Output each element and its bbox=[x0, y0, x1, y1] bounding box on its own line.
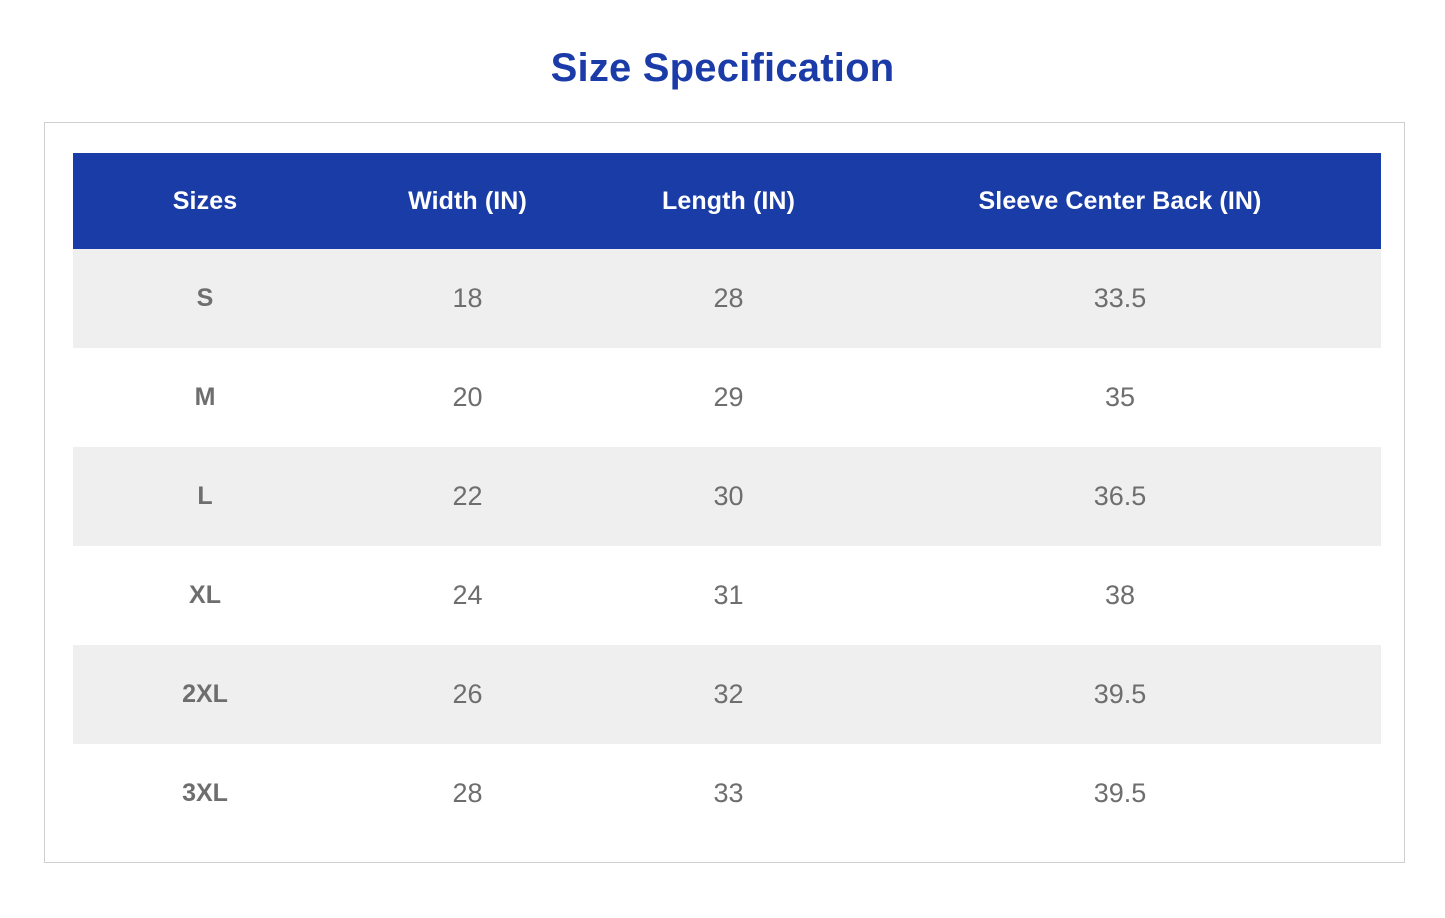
size-table-frame: Sizes Width (IN) Length (IN) Sleeve Cent… bbox=[44, 122, 1405, 863]
cell-sleeve: 39.5 bbox=[859, 645, 1381, 744]
cell-sleeve: 38 bbox=[859, 546, 1381, 645]
table-row: XL 24 31 38 bbox=[73, 546, 1381, 645]
table-row: 2XL 26 32 39.5 bbox=[73, 645, 1381, 744]
cell-width: 18 bbox=[337, 249, 598, 348]
cell-length: 28 bbox=[598, 249, 859, 348]
cell-width: 20 bbox=[337, 348, 598, 447]
cell-width: 24 bbox=[337, 546, 598, 645]
cell-width: 22 bbox=[337, 447, 598, 546]
cell-width: 26 bbox=[337, 645, 598, 744]
cell-length: 32 bbox=[598, 645, 859, 744]
table-row: S 18 28 33.5 bbox=[73, 249, 1381, 348]
table-row: 3XL 28 33 39.5 bbox=[73, 744, 1381, 843]
cell-sleeve: 36.5 bbox=[859, 447, 1381, 546]
cell-size: M bbox=[73, 348, 337, 447]
cell-sleeve: 35 bbox=[859, 348, 1381, 447]
size-specification-table: Sizes Width (IN) Length (IN) Sleeve Cent… bbox=[73, 153, 1381, 843]
table-row: L 22 30 36.5 bbox=[73, 447, 1381, 546]
column-header-sleeve: Sleeve Center Back (IN) bbox=[859, 153, 1381, 249]
cell-size: L bbox=[73, 447, 337, 546]
cell-size: 3XL bbox=[73, 744, 337, 843]
cell-length: 31 bbox=[598, 546, 859, 645]
page-title: Size Specification bbox=[550, 46, 895, 90]
column-header-width: Width (IN) bbox=[337, 153, 598, 249]
cell-sleeve: 39.5 bbox=[859, 744, 1381, 843]
cell-size: XL bbox=[73, 546, 337, 645]
cell-length: 33 bbox=[598, 744, 859, 843]
cell-length: 30 bbox=[598, 447, 859, 546]
cell-width: 28 bbox=[337, 744, 598, 843]
table-body: S 18 28 33.5 M 20 29 35 L 22 30 36.5 bbox=[73, 249, 1381, 843]
column-header-length: Length (IN) bbox=[598, 153, 859, 249]
cell-length: 29 bbox=[598, 348, 859, 447]
table-row: M 20 29 35 bbox=[73, 348, 1381, 447]
table-header-row: Sizes Width (IN) Length (IN) Sleeve Cent… bbox=[73, 153, 1381, 249]
cell-size: 2XL bbox=[73, 645, 337, 744]
cell-size: S bbox=[73, 249, 337, 348]
table-header: Sizes Width (IN) Length (IN) Sleeve Cent… bbox=[73, 153, 1381, 249]
cell-sleeve: 33.5 bbox=[859, 249, 1381, 348]
column-header-sizes: Sizes bbox=[73, 153, 337, 249]
